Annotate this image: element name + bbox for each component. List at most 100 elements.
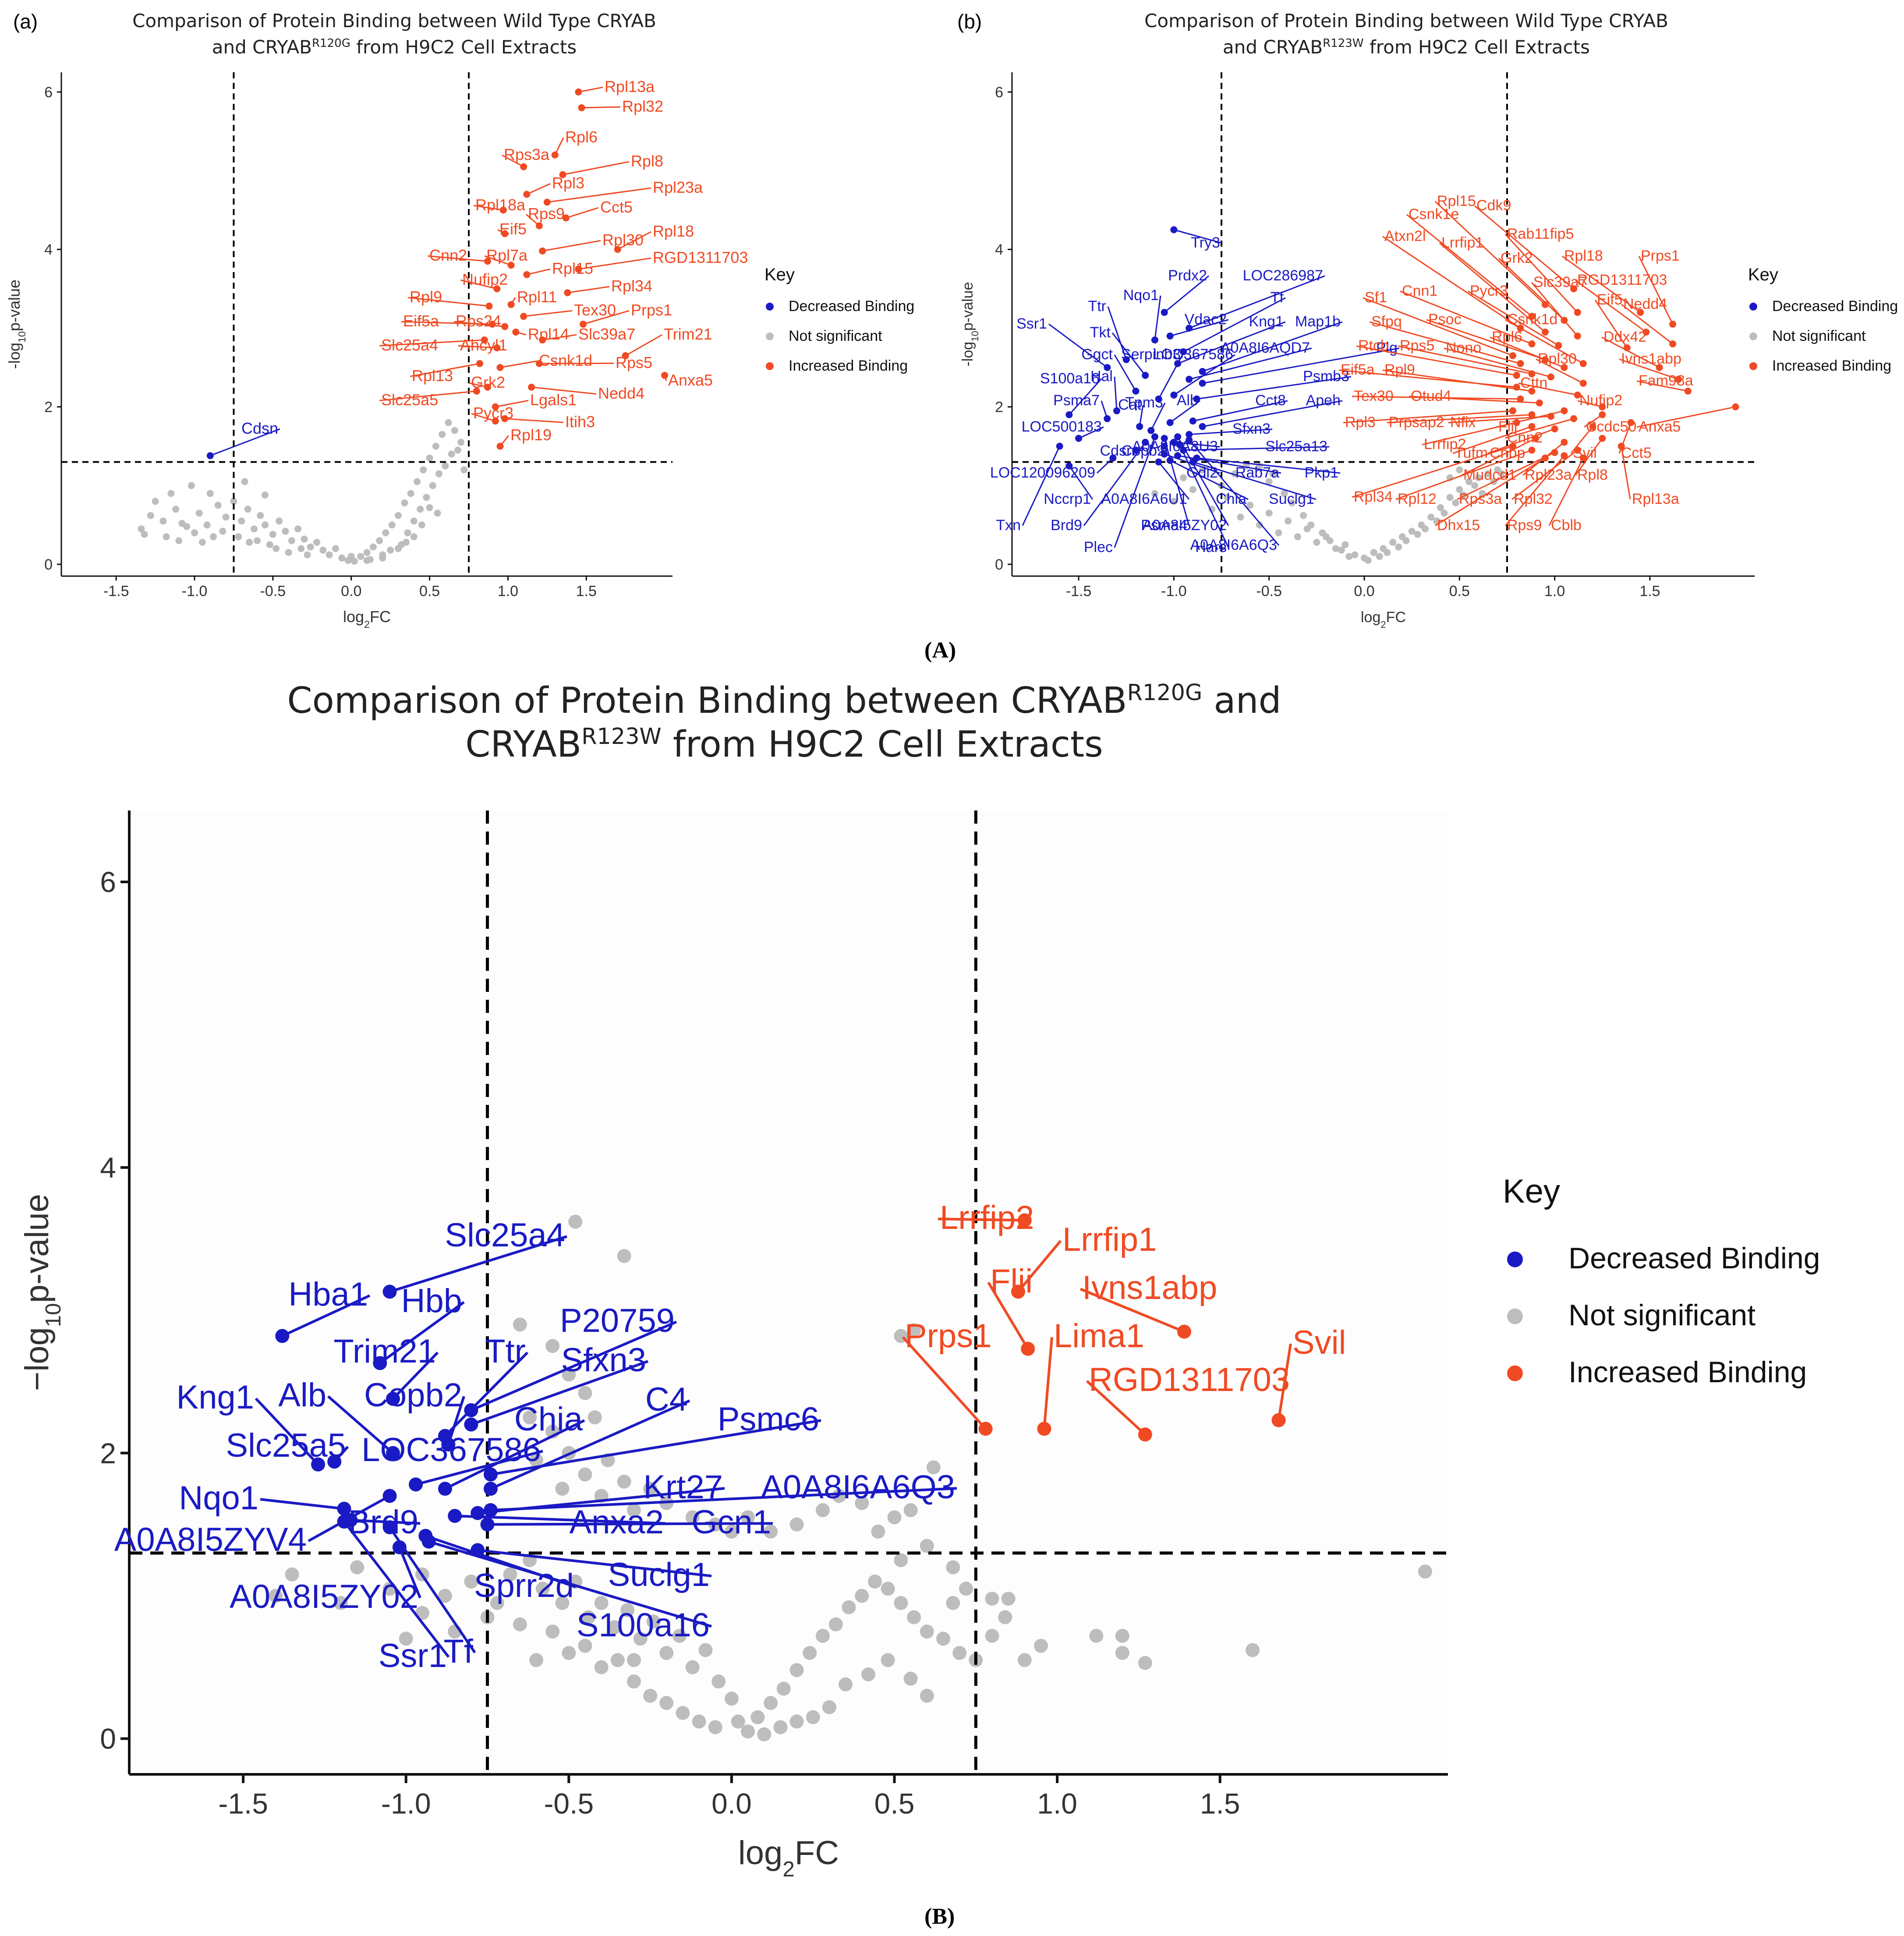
increased-connector: [453, 321, 505, 327]
point-not-significant: [1285, 517, 1292, 525]
point-not-significant: [659, 1696, 674, 1710]
increased-label: Cnn2: [429, 246, 467, 264]
point-not-significant: [724, 1524, 739, 1539]
increased-connector: [1439, 242, 1546, 333]
legend-increased-label: Increased Binding: [1568, 1356, 1807, 1389]
decreased-label: Plec: [1084, 539, 1113, 556]
increased-label: Svil: [1292, 1324, 1346, 1361]
decreased-connector: [398, 1547, 421, 1599]
point-not-significant: [1437, 504, 1444, 511]
decreased-label: Slc25a4: [445, 1217, 565, 1254]
increased-point: [523, 191, 531, 198]
point-not-significant: [1456, 466, 1463, 474]
increased-point: [1271, 1413, 1286, 1427]
decreased-connector: [1096, 457, 1114, 474]
point-not-significant: [1364, 557, 1372, 564]
decreased-label: Hars: [1195, 539, 1227, 556]
decreased-label: Psmc6: [718, 1401, 819, 1438]
point-not-significant: [269, 1589, 283, 1603]
increased-connector: [1575, 438, 1603, 476]
increased-connector: [1504, 455, 1565, 526]
point-not-significant: [1433, 517, 1440, 525]
point-not-significant: [578, 1386, 592, 1400]
increased-connector: [1636, 406, 1736, 428]
decreased-point: [311, 1457, 326, 1472]
decreased-connector: [1083, 442, 1146, 526]
title-sup: R120G: [1127, 680, 1203, 705]
decreased-point: [1122, 356, 1130, 363]
point-not-significant: [1246, 502, 1254, 509]
increased-connector: [563, 161, 630, 176]
y-axis-label-sub: 10: [16, 331, 28, 343]
point-not-significant: [1307, 521, 1315, 529]
increased-label: Lrrfip1: [1062, 1221, 1157, 1258]
increased-label: Lima1: [1054, 1317, 1144, 1355]
point-not-significant: [432, 442, 439, 450]
decreased-connector: [1069, 378, 1102, 415]
point-not-significant: [578, 1639, 592, 1653]
increased-point: [1579, 454, 1587, 462]
increased-connector: [578, 86, 603, 93]
point-not-significant: [610, 1653, 625, 1667]
point-not-significant: [685, 1660, 700, 1674]
increased-point: [622, 352, 629, 359]
increased-connector: [987, 1281, 1029, 1350]
increased-point: [1513, 419, 1520, 426]
point-not-significant: [418, 521, 425, 529]
decreased-point: [1113, 407, 1121, 414]
increased-label: Ddx42: [1603, 329, 1646, 345]
decreased-label: Ggct: [1081, 346, 1113, 363]
x-tick-label: -1.0: [1161, 583, 1187, 600]
increased-connector: [531, 386, 597, 395]
increased-connector: [1619, 358, 1679, 380]
x-axis-label-post: FC: [370, 608, 391, 626]
increased-point: [539, 336, 546, 343]
title-text: from H9C2 Cell Extracts: [1364, 36, 1590, 58]
point-not-significant: [1313, 538, 1320, 546]
decreased-label: Brd9: [348, 1504, 418, 1541]
increased-connector: [1382, 369, 1532, 392]
y-axis-label-main: -log: [959, 342, 976, 367]
decreased-connector: [1183, 446, 1330, 451]
decreased-point: [1170, 391, 1178, 399]
increased-point: [1037, 1422, 1051, 1436]
point-not-significant: [257, 512, 264, 519]
increased-point: [1570, 415, 1578, 422]
increased-connector: [460, 279, 497, 290]
decreased-point: [1170, 226, 1178, 234]
decreased-point: [1147, 427, 1155, 434]
y-tick-label: 0: [44, 556, 53, 573]
increased-connector: [1356, 345, 1517, 376]
point-not-significant: [535, 1582, 550, 1596]
decreased-label: Alb: [278, 1377, 326, 1414]
point-not-significant: [376, 537, 383, 545]
increased-label: Pycr3: [1470, 283, 1508, 299]
decreased-label: Vdac2: [1185, 311, 1227, 328]
increased-label: Rpl13a: [605, 78, 655, 96]
decreased-connector: [379, 1301, 465, 1364]
x-axis-label: log2FC: [343, 608, 391, 630]
y-tick-label: 0: [100, 1723, 116, 1755]
point-not-significant: [1138, 1656, 1152, 1670]
point-not-significant: [1341, 541, 1349, 549]
increased-label: Prps1: [905, 1317, 992, 1355]
point-not-significant: [282, 527, 289, 535]
decreased-connector: [1202, 400, 1343, 428]
decreased-point: [1186, 436, 1193, 444]
point-not-significant: [887, 1510, 902, 1525]
decreased-connector: [1193, 400, 1288, 422]
decreased-label: Psma4: [1141, 517, 1187, 534]
point-not-significant: [839, 1677, 853, 1692]
increased-label: Psoc: [1428, 311, 1462, 328]
increased-label: Atxn2l: [1384, 228, 1426, 244]
point-not-significant: [434, 510, 441, 517]
decreased-point: [1104, 364, 1111, 371]
point-not-significant: [244, 506, 251, 513]
increased-label: Fam98a: [1639, 372, 1693, 389]
increased-label: Rps3a: [1459, 491, 1502, 507]
increased-point: [1509, 407, 1517, 414]
increased-connector: [1444, 347, 1551, 378]
point-not-significant: [1440, 510, 1448, 517]
increased-point: [1599, 403, 1606, 411]
point-not-significant: [1089, 1628, 1104, 1643]
